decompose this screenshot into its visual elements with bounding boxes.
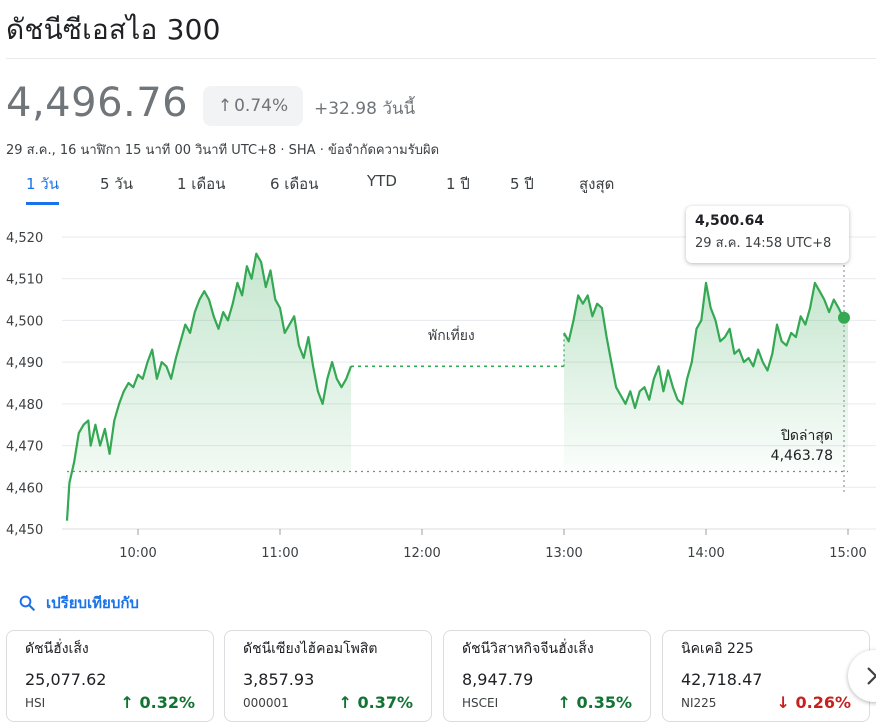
- index-name: ดัชนีฮั่งเส็ง: [25, 641, 89, 657]
- tooltip-value: 4,500.64: [695, 213, 765, 229]
- index-card[interactable]: ดัชนีวิสาหกิจจีนฮั่งเส็ง 8,947.79 HSCEI …: [443, 630, 651, 722]
- previous-close-value: 4,463.78: [770, 448, 833, 464]
- tab-1d[interactable]: 1 วัน: [26, 172, 59, 205]
- price-chart[interactable]: 4,520 4,510 4,500 4,490 4,480 4,470 4,460 4,450…: [0, 200, 876, 580]
- chart-tooltip: 4,500.64 29 ส.ค. 14:58 UTC+8: [686, 206, 849, 263]
- previous-close-label: ปิดล่าสุด: [780, 428, 833, 444]
- arrow-down-icon: ↓: [776, 693, 790, 712]
- percent-change-badge: ↑ 0.74%: [203, 86, 303, 126]
- arrow-up-icon: ↑: [217, 96, 233, 116]
- y-tick-label: 4,450: [6, 523, 43, 538]
- tab-ytd[interactable]: YTD: [367, 172, 397, 190]
- arrow-up-icon: ↑: [120, 693, 134, 712]
- y-tick-label: 4,470: [6, 440, 43, 455]
- y-tick-label: 4,510: [6, 273, 43, 288]
- index-symbol: NI225: [681, 695, 717, 710]
- lunch-break-label: พักเที่ยง: [428, 328, 475, 344]
- index-change: ↓ 0.26%: [776, 693, 852, 712]
- absolute-change: +32.98 วันนี้: [314, 99, 416, 119]
- morning-series-line: [65, 252, 353, 521]
- compare-button[interactable]: เปรียบเทียบกับ: [18, 591, 139, 615]
- index-name: ดัชนีวิสาหกิจจีนฮั่งเส็ง: [462, 641, 594, 657]
- y-tick-label: 4,490: [6, 356, 43, 371]
- tab-1y[interactable]: 1 ปี: [446, 175, 470, 193]
- index-value: 42,718.47: [681, 670, 763, 689]
- page-title: ดัชนีซีเอสไอ 300: [6, 13, 221, 46]
- current-price: 4,496.76: [6, 80, 189, 126]
- tab-6m[interactable]: 6 เดือน: [270, 175, 319, 193]
- index-value: 8,947.79: [462, 670, 534, 689]
- index-symbol: HSI: [25, 695, 46, 710]
- y-tick-label: 4,460: [6, 481, 43, 496]
- y-tick-label: 4,520: [6, 231, 43, 246]
- arrow-up-icon: ↑: [557, 693, 571, 712]
- current-point-marker: [838, 311, 850, 324]
- price-chart-svg[interactable]: 4,520 4,510 4,500 4,490 4,480 4,470 4,460 4,450…: [0, 200, 876, 580]
- divider: [6, 58, 876, 59]
- tab-5d[interactable]: 5 วัน: [100, 175, 133, 193]
- index-name: นิคเคอิ 225: [681, 641, 754, 657]
- quote-meta[interactable]: 29 ส.ค., 16 นาฬิกา 15 นาที 00 วินาที UTC…: [6, 143, 440, 158]
- chevron-right-icon: [867, 667, 876, 685]
- tab-1m[interactable]: 1 เดือน: [177, 175, 226, 193]
- index-symbol: HSCEI: [462, 695, 499, 710]
- compare-label: เปรียบเทียบกับ: [46, 594, 139, 612]
- index-value: 3,857.93: [243, 670, 315, 689]
- x-tick-label: 11:00: [261, 546, 298, 561]
- x-tick-label: 14:00: [687, 546, 724, 561]
- x-tick-label: 13:00: [545, 546, 582, 561]
- x-tick-label: 12:00: [403, 546, 440, 561]
- y-tick-label: 4,500: [6, 314, 43, 329]
- arrow-up-icon: ↑: [338, 693, 352, 712]
- search-icon: [19, 595, 35, 611]
- index-name: ดัชนีเซียงไฮ้คอมโพสิต: [243, 641, 378, 657]
- index-change: ↑ 0.35%: [557, 693, 633, 712]
- tab-5y[interactable]: 5 ปี: [510, 175, 534, 193]
- x-tick-label: 15:00: [829, 546, 866, 561]
- range-tabs: 1 วัน 5 วัน 1 เดือน 6 เดือน YTD 1 ปี 5 ป…: [6, 172, 706, 205]
- index-card[interactable]: ดัชนีเซียงไฮ้คอมโพสิต 3,857.93 000001 ↑ …: [224, 630, 432, 722]
- y-tick-label: 4,480: [6, 398, 43, 413]
- related-indices: ดัชนีฮั่งเส็ง 25,077.62 HSI ↑ 0.32% ดัชน…: [6, 630, 876, 727]
- index-card[interactable]: นิคเคอิ 225 42,718.47 NI225 ↓ 0.26%: [662, 630, 870, 722]
- morning-series-area: [67, 253, 351, 521]
- index-card[interactable]: ดัชนีฮั่งเส็ง 25,077.62 HSI ↑ 0.32%: [6, 630, 214, 722]
- index-change: ↑ 0.37%: [338, 693, 414, 712]
- index-change: ↑ 0.32%: [120, 693, 196, 712]
- tooltip-time: 29 ส.ค. 14:58 UTC+8: [695, 236, 832, 251]
- previous-close: ปิดล่าสุด 4,463.78: [771, 426, 833, 466]
- index-value: 25,077.62: [25, 670, 107, 689]
- x-tick-label: 10:00: [119, 546, 156, 561]
- afternoon-series-line: [563, 281, 849, 410]
- tab-max[interactable]: สูงสุด: [579, 175, 615, 193]
- index-symbol: 000001: [243, 695, 289, 710]
- percent-change-value: 0.74%: [234, 96, 289, 116]
